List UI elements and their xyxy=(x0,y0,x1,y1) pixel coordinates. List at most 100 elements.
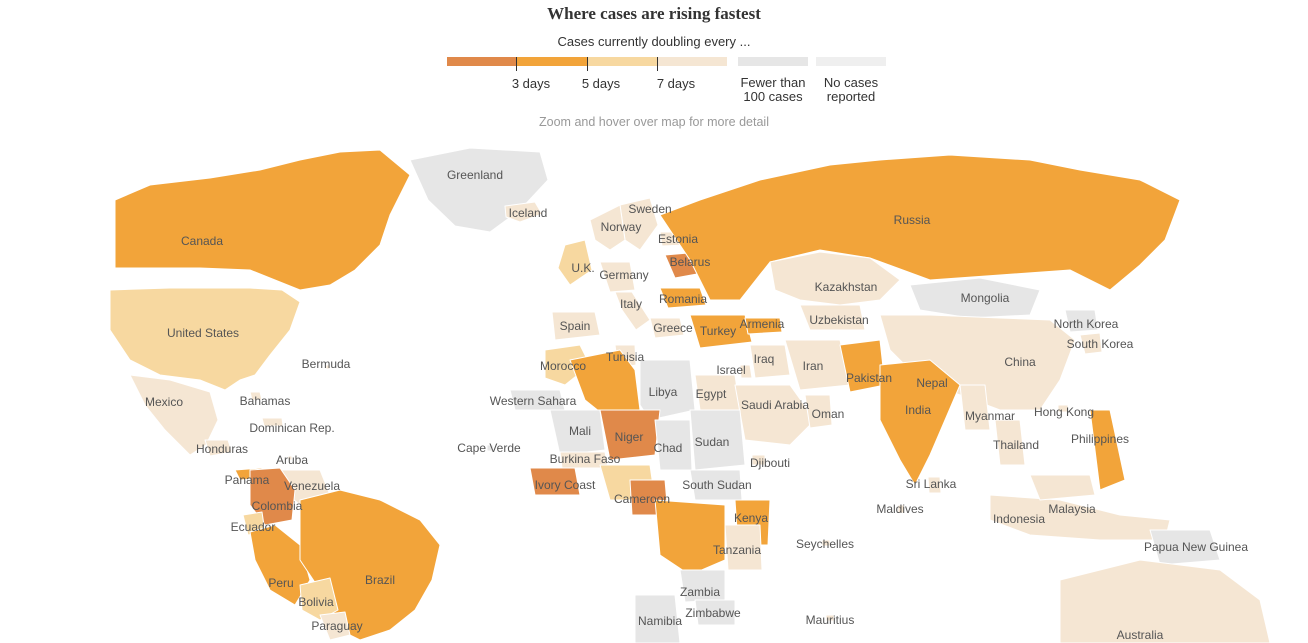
country-colombia[interactable] xyxy=(249,467,296,526)
country-label-dominican: Dominican Rep. xyxy=(249,421,335,435)
country-iceland[interactable] xyxy=(504,201,543,223)
country-label-australia: Australia xyxy=(1116,628,1164,642)
country-capeverde[interactable] xyxy=(486,444,494,452)
country-png[interactable] xyxy=(1149,529,1221,566)
country-label-iceland: Iceland xyxy=(508,206,548,220)
country-label-estonia: Estonia xyxy=(657,232,699,246)
country-norway[interactable] xyxy=(589,204,626,251)
country-srilanka[interactable] xyxy=(927,476,942,494)
legend-swatch-darkest xyxy=(447,57,516,66)
country-label-greece: Greece xyxy=(653,321,693,335)
country-mali[interactable] xyxy=(549,409,606,456)
country-germany[interactable] xyxy=(599,261,636,293)
country-label-uzbekistan: Uzbekistan xyxy=(809,313,869,327)
country-label-northkorea: North Korea xyxy=(1053,317,1119,331)
country-niger[interactable] xyxy=(599,409,661,461)
country-label-libya: Libya xyxy=(648,385,678,399)
country-label-us: United States xyxy=(166,326,240,340)
country-saudi[interactable] xyxy=(734,384,816,446)
country-mongolia[interactable] xyxy=(909,277,1041,319)
country-ivorycoast[interactable] xyxy=(529,467,581,496)
country-label-pakistan: Pakistan xyxy=(845,371,893,385)
country-canada[interactable] xyxy=(114,149,411,291)
country-bahamas[interactable] xyxy=(249,391,263,401)
country-label-southsudan: South Sudan xyxy=(682,478,752,492)
country-romania[interactable] xyxy=(659,287,707,309)
country-label-indonesia: Indonesia xyxy=(992,512,1046,526)
country-label-bermuda: Bermuda xyxy=(301,357,351,371)
country-label-aruba: Aruba xyxy=(275,453,309,467)
country-label-saudi: Saudi Arabia xyxy=(740,398,810,412)
country-label-ecuador: Ecuador xyxy=(230,520,276,534)
country-label-malaysia: Malaysia xyxy=(1048,502,1096,516)
country-spain[interactable] xyxy=(551,311,601,341)
country-israel[interactable] xyxy=(739,364,753,379)
legend-label-7-days: 7 days xyxy=(656,76,696,91)
country-mauritius[interactable] xyxy=(825,614,835,622)
country-label-greenland: Greenland xyxy=(446,168,504,182)
country-label-tunisia: Tunisia xyxy=(605,350,645,364)
country-djibouti[interactable] xyxy=(751,454,766,466)
country-label-india: India xyxy=(904,403,932,417)
country-label-ivorycoast: Ivory Coast xyxy=(534,478,596,492)
legend-swatch-dark xyxy=(516,57,587,66)
country-label-oman: Oman xyxy=(811,407,845,421)
country-kazakhstan[interactable] xyxy=(769,251,901,306)
country-australia[interactable] xyxy=(1059,559,1271,643)
world-map[interactable] xyxy=(0,140,1308,643)
country-hongkong[interactable] xyxy=(1057,404,1069,413)
legend-tick-3 xyxy=(516,57,517,71)
country-label-niger: Niger xyxy=(614,430,644,444)
country-label-zimbabwe: Zimbabwe xyxy=(685,606,741,620)
country-label-seychelles: Seychelles xyxy=(795,537,855,551)
country-malaysia[interactable] xyxy=(1029,474,1096,501)
country-drc[interactable] xyxy=(654,499,726,576)
country-label-norway: Norway xyxy=(600,220,642,234)
legend-swatch-fewer xyxy=(738,57,808,66)
country-label-colombia: Colombia xyxy=(251,499,303,513)
country-turkey[interactable] xyxy=(689,314,753,349)
country-honduras[interactable] xyxy=(204,439,233,457)
country-zimbabwe[interactable] xyxy=(694,599,736,626)
country-label-panama: Panama xyxy=(224,473,270,487)
country-label-armenia: Armenia xyxy=(739,317,785,331)
country-label-mexico: Mexico xyxy=(144,395,184,409)
country-libya[interactable] xyxy=(639,359,696,421)
country-thailand[interactable] xyxy=(994,419,1026,466)
country-italy[interactable] xyxy=(614,291,651,331)
country-uk[interactable] xyxy=(557,239,593,286)
legend: 3 days 5 days 7 days Fewer than 100 case… xyxy=(0,57,1308,107)
country-oman[interactable] xyxy=(804,394,833,429)
country-bermuda[interactable] xyxy=(325,364,331,370)
country-sudan[interactable] xyxy=(689,409,746,471)
country-paraguay[interactable] xyxy=(319,611,351,641)
country-uzbekistan[interactable] xyxy=(799,304,866,331)
country-label-capeverde: Cape Verde xyxy=(457,441,521,455)
country-label-uk: U.K. xyxy=(571,261,595,275)
country-northkorea[interactable] xyxy=(1064,309,1099,333)
country-dominican[interactable] xyxy=(261,417,284,427)
country-armenia[interactable] xyxy=(744,317,783,335)
country-india[interactable] xyxy=(879,359,961,486)
country-tanzania[interactable] xyxy=(724,524,763,571)
country-philippines[interactable] xyxy=(1089,409,1126,491)
country-russia[interactable] xyxy=(659,154,1181,301)
country-label-sudan: Sudan xyxy=(694,435,730,449)
country-label-philippines: Philippines xyxy=(1070,432,1130,446)
country-iraq[interactable] xyxy=(749,344,791,379)
country-myanmar[interactable] xyxy=(959,384,991,431)
country-namibia[interactable] xyxy=(634,594,681,643)
country-maldives[interactable] xyxy=(897,504,905,514)
country-seychelles[interactable] xyxy=(821,539,831,547)
country-label-romania: Romania xyxy=(658,292,708,306)
country-mexico[interactable] xyxy=(129,374,219,456)
country-label-italy: Italy xyxy=(619,297,643,311)
country-aruba[interactable] xyxy=(287,455,293,461)
country-us[interactable] xyxy=(109,287,301,391)
country-label-hongkong: Hong Kong xyxy=(1033,405,1095,419)
country-label-israel: Israel xyxy=(716,363,746,377)
country-label-nepal: Nepal xyxy=(916,376,948,390)
country-greece[interactable] xyxy=(649,317,685,339)
country-southkorea[interactable] xyxy=(1079,332,1103,355)
country-label-russia: Russia xyxy=(893,213,931,227)
